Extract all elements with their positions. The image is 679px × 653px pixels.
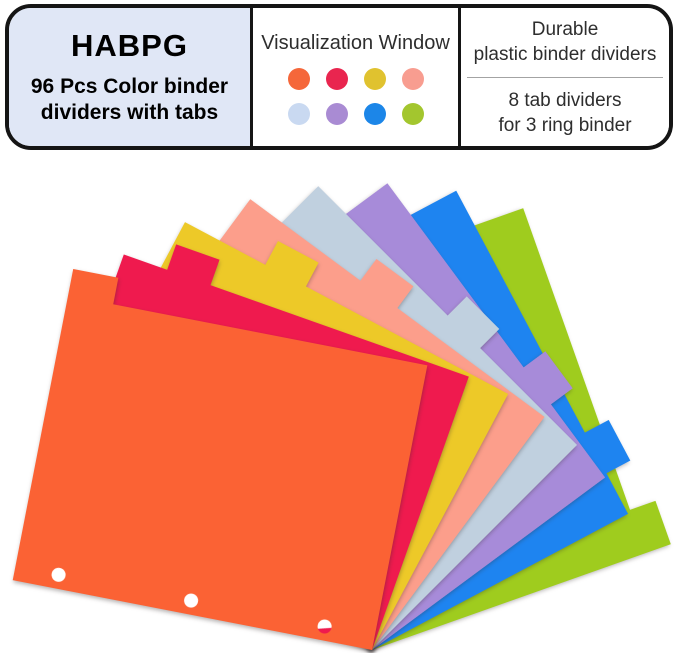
punch-hole-2 <box>183 592 199 608</box>
color-swatch-yellow <box>363 67 386 90</box>
divider-sheet-orange <box>13 269 433 650</box>
color-swatch-light-blue <box>287 102 310 125</box>
color-swatch-blue <box>363 102 386 125</box>
brand-panel: HABPG 96 Pcs Color binder dividers with … <box>9 8 253 146</box>
divider-fan <box>0 150 679 653</box>
feature-text-top: Durable plastic binder dividers <box>474 17 657 67</box>
feature-line2: plastic binder dividers <box>473 43 657 65</box>
color-swatch-grid <box>287 67 424 125</box>
punch-hole-3 <box>316 618 332 634</box>
color-swatch-orange <box>287 67 310 90</box>
product-title: 96 Pcs Color binder dividers with tabs <box>31 74 228 126</box>
product-title-line2: dividers with tabs <box>40 101 219 124</box>
feature-line4: for 3 ring binder <box>498 114 632 136</box>
feature-divider-line <box>467 76 663 78</box>
swatch-row-1 <box>287 67 424 90</box>
color-swatch-green <box>401 102 424 125</box>
swatch-row-2 <box>287 102 424 125</box>
brand-name: HABPG <box>71 28 188 63</box>
visualization-panel: Visualization Window <box>253 8 461 146</box>
feature-text-bottom: 8 tab dividers for 3 ring binder <box>498 88 631 138</box>
color-swatch-purple <box>325 102 348 125</box>
color-swatch-salmon <box>401 67 424 90</box>
feature-panel: Durable plastic binder dividers 8 tab di… <box>461 8 669 146</box>
feature-line1: Durable <box>531 18 599 40</box>
product-title-line1: 96 Pcs Color binder <box>30 75 229 98</box>
color-swatch-red <box>325 67 348 90</box>
feature-line3: 8 tab dividers <box>508 89 622 111</box>
visualization-title: Visualization Window <box>261 31 450 54</box>
header-banner: HABPG 96 Pcs Color binder dividers with … <box>5 4 673 150</box>
punch-hole-1 <box>50 567 66 583</box>
divider-tab-orange <box>13 269 433 650</box>
